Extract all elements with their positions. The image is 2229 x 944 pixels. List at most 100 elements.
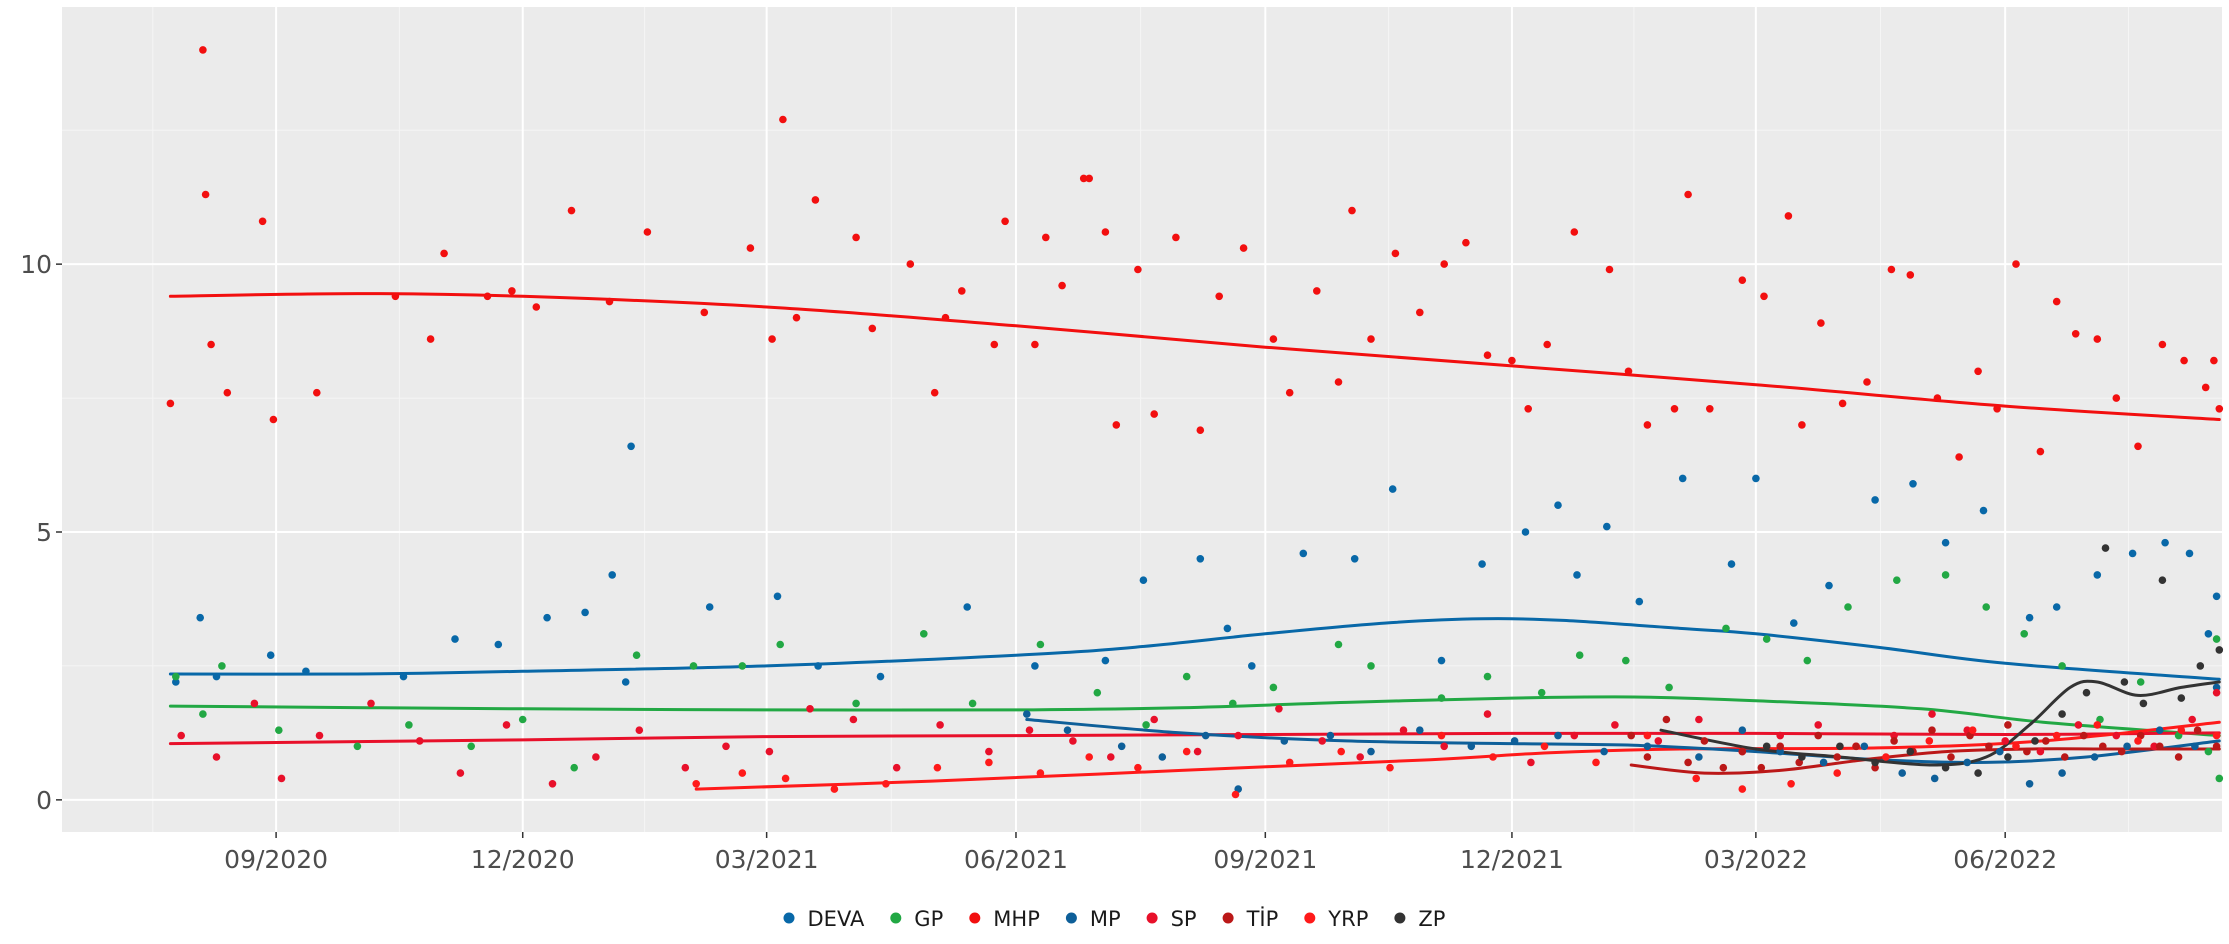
data-point (1575, 651, 1584, 659)
data-point (1031, 340, 1039, 349)
data-point (2082, 688, 2091, 697)
data-point (405, 721, 413, 729)
data-point (1318, 737, 1326, 745)
data-point (852, 699, 860, 708)
data-point (1508, 356, 1516, 365)
data-point (2210, 356, 2218, 365)
data-point (781, 774, 790, 783)
data-point (1752, 474, 1760, 483)
legend-key (969, 912, 981, 924)
data-point (1231, 790, 1240, 799)
series-gp-points (172, 571, 2224, 783)
data-point (1941, 538, 1950, 547)
data-point (1833, 753, 1841, 761)
data-point (1993, 405, 2001, 413)
data-point (1871, 763, 1879, 772)
trend-line-sp (168, 731, 2221, 746)
data-point (1852, 742, 1860, 751)
data-point (2161, 538, 2169, 547)
data-point (849, 715, 858, 724)
data-point (2134, 442, 2142, 451)
data-point (2212, 592, 2221, 601)
data-point (1722, 624, 1730, 633)
data-point (1882, 753, 1890, 761)
data-point (1483, 672, 1492, 681)
data-point (1107, 753, 1115, 761)
data-point (518, 715, 527, 724)
legend-key (1146, 912, 1158, 924)
data-point (1223, 624, 1232, 633)
series-deva-points (172, 442, 2221, 686)
data-point (1738, 747, 1747, 756)
legend-label: MP (1090, 907, 1121, 931)
series-zp-points (1762, 544, 2224, 777)
data-point (1906, 747, 1915, 756)
data-point (933, 763, 942, 772)
data-point (415, 737, 424, 745)
data-point (1201, 731, 1210, 740)
data-point (1117, 742, 1126, 751)
data-point (1036, 640, 1045, 649)
data-point (958, 287, 966, 295)
data-point (768, 335, 776, 343)
data-point (199, 46, 207, 54)
data-point (1313, 287, 1321, 295)
series-mhp-points (166, 46, 2224, 461)
data-point (1573, 571, 1581, 579)
data-point (1101, 228, 1110, 236)
data-point (1367, 335, 1375, 343)
data-point (2012, 260, 2020, 268)
data-point (548, 780, 557, 788)
data-point (1963, 758, 1971, 767)
data-point (269, 415, 278, 424)
data-point (201, 190, 210, 199)
data-point (1603, 522, 1611, 531)
legend-key (1222, 912, 1234, 924)
data-point (1695, 753, 1703, 761)
trend-line-mhp (168, 292, 2221, 421)
data-point (508, 287, 516, 295)
data-point (2215, 774, 2224, 783)
data-point (1134, 265, 1142, 274)
data-point (1844, 603, 1852, 611)
data-point (2191, 742, 2199, 751)
data-point (2112, 731, 2121, 740)
data-point (1112, 421, 1121, 429)
data-point (2071, 330, 2080, 338)
data-point (2031, 737, 2039, 745)
data-point (2004, 721, 2012, 729)
data-point (2093, 721, 2102, 729)
legend-key (1394, 912, 1406, 924)
data-point (1930, 774, 1939, 783)
data-point (985, 758, 993, 767)
data-point (581, 608, 589, 617)
data-point (1193, 747, 1202, 756)
legend-label: YRP (1327, 907, 1368, 931)
data-point (1483, 351, 1492, 360)
legend-key (890, 912, 902, 924)
data-point (1814, 731, 1822, 740)
data-point (543, 613, 551, 622)
data-point (2058, 662, 2066, 670)
data-point (830, 785, 839, 793)
data-point (1982, 603, 1990, 611)
data-point (1172, 233, 1180, 242)
data-point (570, 763, 578, 772)
data-point (1269, 683, 1278, 692)
data-point (1215, 292, 1223, 301)
data-point (1906, 271, 1915, 279)
data-point (502, 721, 511, 729)
data-point (1643, 742, 1652, 751)
data-point (1947, 753, 1955, 761)
data-point (1925, 737, 1934, 745)
data-point (1700, 737, 1709, 745)
data-point (1798, 421, 1806, 429)
data-point (621, 678, 630, 686)
data-point (1833, 769, 1841, 777)
x-tick-label: 03/2021 (715, 845, 819, 874)
data-point (876, 672, 885, 681)
legend-item-mhp: MHP (969, 907, 1040, 931)
x-tick-label: 06/2022 (1953, 845, 2057, 874)
data-point (1248, 662, 1256, 670)
data-point (605, 297, 614, 306)
